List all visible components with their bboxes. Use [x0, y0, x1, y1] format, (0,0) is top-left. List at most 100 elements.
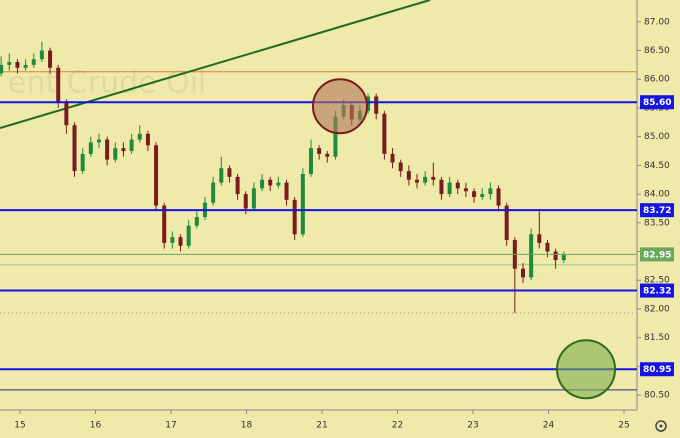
y-tick-label: 85.00 — [644, 132, 670, 142]
candle-body — [317, 148, 322, 154]
candle-body — [96, 139, 101, 143]
candle-body — [561, 254, 566, 261]
candle-body — [529, 234, 534, 278]
candle-body — [56, 67, 61, 103]
level-tag — [640, 203, 674, 218]
candle-body — [227, 168, 232, 177]
candle-body — [439, 179, 444, 195]
x-tick-label: 22 — [392, 421, 403, 431]
x-tick-label: 25 — [618, 421, 629, 431]
candle-body — [292, 199, 297, 235]
candle-body — [80, 153, 85, 172]
candle-body — [447, 182, 452, 195]
candle-body — [300, 173, 305, 235]
settings-button[interactable] — [655, 420, 667, 432]
trend-line — [0, 0, 431, 130]
y-tick-label: 82.00 — [644, 304, 670, 314]
candle-body — [88, 142, 93, 154]
candle-body — [537, 234, 542, 243]
candle-body — [186, 225, 191, 246]
candle-body — [194, 217, 199, 226]
candle-body — [374, 96, 379, 114]
x-tick-label: 16 — [90, 421, 102, 431]
level-label: 80.95 — [643, 365, 671, 375]
candle-body — [64, 102, 69, 126]
x-tick-label: 23 — [467, 421, 478, 431]
x-tick-label: 17 — [165, 421, 176, 431]
level-tag — [640, 362, 674, 377]
candle-body — [219, 168, 224, 183]
candle-body — [520, 268, 525, 278]
candle-body — [129, 139, 134, 152]
y-tick-label: 84.00 — [644, 190, 670, 200]
candle-body — [23, 64, 28, 68]
x-tick-label: 18 — [241, 421, 253, 431]
candle-body — [260, 179, 265, 189]
level-label: 85.60 — [643, 98, 671, 108]
candle-body — [243, 194, 248, 209]
y-tick-label: 82.50 — [644, 276, 670, 286]
y-tick-label: 83.50 — [644, 218, 670, 228]
candle-body — [137, 133, 142, 140]
candle-body — [308, 148, 313, 174]
candle-body — [284, 182, 289, 200]
candle-body — [121, 148, 126, 152]
candle-body — [480, 194, 485, 197]
candle-body — [251, 188, 256, 209]
y-tick-label: 80.50 — [644, 391, 670, 401]
highlight-circle — [311, 78, 368, 135]
x-tick-label: 24 — [543, 421, 555, 431]
level-label: 83.72 — [643, 206, 671, 216]
candle-body — [113, 148, 118, 160]
y-tick-label: 86.50 — [644, 46, 670, 56]
candle-body — [406, 171, 411, 180]
candle-body — [0, 64, 4, 74]
candle-body — [170, 237, 175, 243]
candle-body — [496, 188, 501, 206]
candle-body — [423, 176, 428, 183]
candle-body — [39, 50, 44, 60]
candle-body — [472, 191, 477, 197]
candle-body — [154, 145, 159, 206]
candle-body — [7, 62, 12, 65]
candle-body — [545, 242, 550, 252]
candle-body — [333, 116, 338, 157]
level-tag — [640, 95, 674, 110]
candle-body — [504, 205, 509, 241]
candle-body — [553, 251, 558, 261]
x-tick-label: 21 — [316, 421, 327, 431]
level-label: 82.95 — [643, 250, 671, 260]
candle-body — [382, 113, 387, 154]
y-tick-label: 86.00 — [644, 75, 670, 85]
candle-body — [105, 139, 110, 160]
y-tick-label: 81.50 — [644, 333, 670, 343]
highlight-circle — [556, 339, 617, 400]
candle-body — [31, 59, 36, 65]
candle-body — [162, 205, 167, 243]
x-tick-label: 15 — [14, 421, 25, 431]
candle-body — [211, 182, 216, 203]
candle-body — [235, 176, 240, 195]
candle-body — [455, 182, 460, 189]
candle-body — [414, 179, 419, 183]
y-tick-label: 84.50 — [644, 161, 670, 171]
candle-body — [268, 179, 273, 186]
candle-body — [366, 96, 371, 111]
level-label: 82.32 — [643, 287, 671, 297]
level-tag — [640, 247, 674, 262]
candle-body — [145, 133, 150, 146]
candle-body — [178, 237, 183, 246]
candle-body — [48, 50, 53, 68]
candle-body — [390, 153, 395, 163]
candle-body — [276, 182, 281, 186]
candle-body — [398, 162, 403, 172]
candle-body — [431, 176, 436, 180]
candle-body — [488, 188, 493, 195]
candle-body — [72, 125, 77, 172]
level-tag — [640, 283, 674, 298]
candle-body — [463, 188, 468, 192]
y-tick-label: 87.00 — [644, 17, 670, 27]
candle-body — [15, 62, 20, 68]
